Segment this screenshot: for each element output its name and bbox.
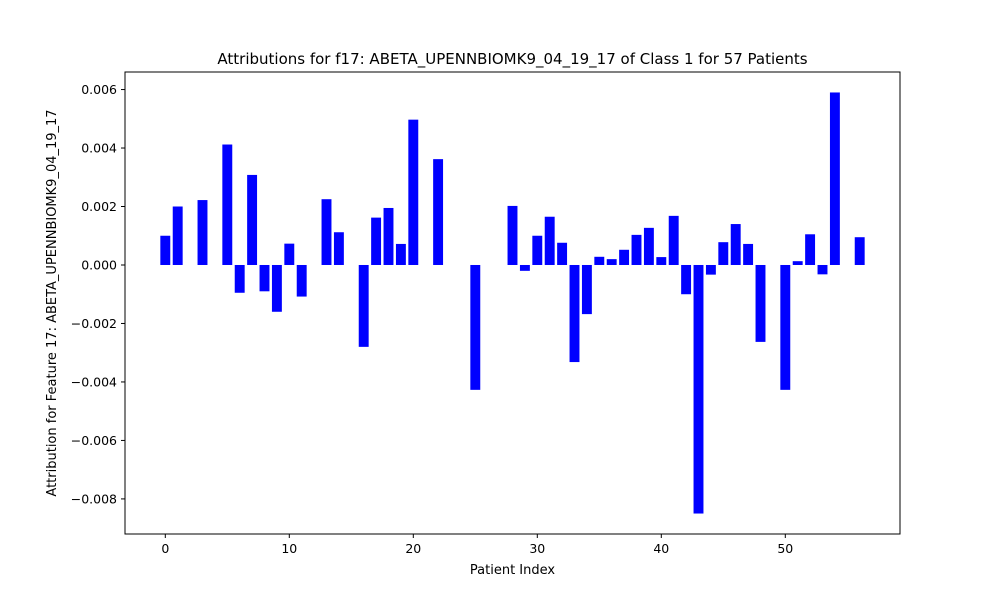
bar-patient-10	[284, 243, 295, 265]
x-axis-ticks: 0 10 20 30 40 50	[161, 534, 793, 556]
y-axis-ticks: −0.008 −0.006 −0.004 −0.002 0.000 0.002 0.004 0…	[71, 82, 125, 506]
y-tick-label: 0.002	[81, 199, 117, 214]
bar-patient-14	[333, 232, 344, 265]
bar-patient-54	[829, 92, 840, 265]
bar-patient-22	[433, 159, 444, 265]
plot-frame	[124, 71, 901, 535]
bar-patient-31	[544, 216, 555, 265]
bar-patient-42	[681, 264, 692, 295]
x-tick-label: 10	[281, 541, 297, 556]
bar-patient-47	[743, 243, 754, 265]
y-tick-label: 0.006	[81, 82, 117, 97]
y-tick-label: 0.004	[81, 141, 117, 156]
bar-patient-6	[234, 264, 245, 293]
bar-patient-30	[532, 235, 543, 265]
bar-patient-51	[792, 261, 803, 265]
bar-patient-43	[693, 264, 704, 514]
x-tick-label: 30	[529, 541, 545, 556]
bars-group	[160, 92, 865, 514]
bar-patient-34	[581, 264, 592, 315]
chart-title: Attributions for f17: ABETA_UPENNBIOMK9_…	[217, 50, 807, 69]
bar-patient-17	[371, 217, 382, 265]
bar-patient-40	[656, 257, 667, 265]
bar-patient-38	[631, 234, 642, 265]
x-tick-label: 0	[161, 541, 169, 556]
bar-patient-44	[705, 264, 716, 275]
bar-patient-16	[358, 264, 369, 347]
bar-patient-20	[408, 119, 419, 265]
y-axis-label: Attribution for Feature 17: ABETA_UPENNB…	[45, 109, 60, 496]
bar-patient-0	[160, 235, 171, 265]
bar-patient-41	[668, 215, 679, 265]
bar-patient-48	[755, 264, 766, 342]
bar-patient-8	[259, 264, 270, 292]
bar-patient-29	[519, 264, 530, 271]
x-tick-label: 50	[777, 541, 793, 556]
bar-patient-1	[172, 206, 183, 265]
x-tick-label: 20	[405, 541, 421, 556]
bar-patient-45	[718, 242, 729, 265]
x-tick-label: 40	[653, 541, 669, 556]
y-tick-label: −0.008	[71, 491, 117, 506]
bar-patient-53	[817, 264, 828, 275]
bar-patient-18	[383, 207, 394, 265]
bar-patient-36	[606, 259, 617, 265]
x-axis-label: Patient Index	[470, 563, 555, 578]
bar-patient-28	[507, 205, 518, 265]
y-tick-label: −0.004	[71, 374, 117, 389]
bar-patient-46	[730, 224, 741, 265]
bar-patient-25	[470, 264, 481, 390]
bar-patient-37	[619, 249, 630, 265]
y-tick-label: −0.006	[71, 433, 117, 448]
bar-patient-50	[780, 264, 791, 390]
bar-patient-32	[557, 242, 568, 265]
bar-patient-35	[594, 256, 605, 265]
bar-patient-56	[854, 237, 865, 265]
bar-patient-7	[247, 174, 258, 265]
bar-patient-5	[222, 144, 233, 265]
bar-patient-19	[395, 243, 406, 265]
bar-patient-3	[197, 200, 208, 265]
bar-patient-39	[643, 227, 654, 265]
bar-patient-33	[569, 264, 580, 363]
bar-patient-11	[296, 264, 307, 297]
y-tick-label: 0.000	[81, 257, 117, 272]
bar-patient-52	[805, 234, 816, 265]
bar-patient-13	[321, 199, 332, 265]
bar-patient-9	[271, 264, 282, 312]
y-tick-label: −0.002	[71, 316, 117, 331]
